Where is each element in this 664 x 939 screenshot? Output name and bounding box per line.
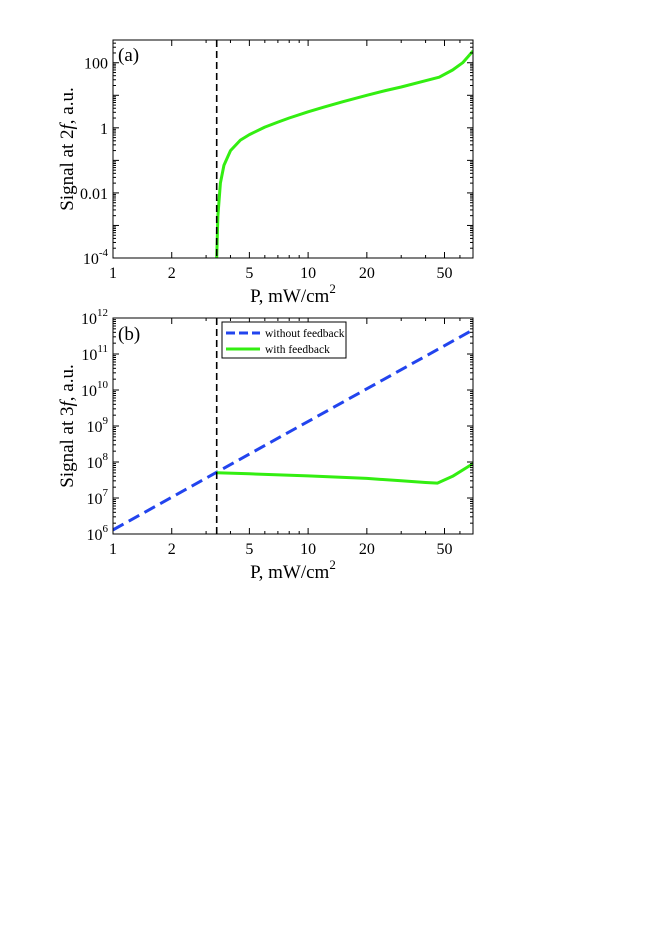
panel-a: 1 2 5 10 20 50 10-4 0.01 1 100 (a) P, mW/cm2 Signal … bbox=[57, 39, 474, 307]
y-axis-label: Signal at 2f, a.u. bbox=[57, 87, 78, 211]
legend-label: with feedback bbox=[265, 344, 330, 356]
y-tick-label: 106 bbox=[87, 523, 109, 544]
plot-area bbox=[215, 50, 473, 258]
y-tick-label: 10-4 bbox=[83, 247, 109, 268]
y-tick-label: 108 bbox=[87, 451, 109, 472]
legend-label: without feedback bbox=[265, 328, 345, 340]
plot-area bbox=[113, 328, 473, 532]
x-axis-label: P, mW/cm2 bbox=[250, 281, 336, 307]
axes-frame bbox=[112, 39, 474, 259]
y-tick-label: 1011 bbox=[81, 343, 108, 364]
series-0-line bbox=[215, 50, 473, 258]
x-tick-label: 10 bbox=[300, 265, 316, 282]
x-tick-label: 20 bbox=[359, 265, 375, 282]
y-axis-label: Signal at 3f, a.u. bbox=[57, 364, 78, 488]
panel-b: 1 2 5 10 20 50 106 107 108 109 1010 1011 1012 (b) P, m… bbox=[57, 307, 474, 583]
panel-label: (b) bbox=[118, 324, 140, 345]
x-tick-label: 1 bbox=[109, 265, 117, 282]
y-tick-label: 107 bbox=[87, 487, 109, 508]
y-tick-label: 1010 bbox=[81, 379, 109, 400]
legend-box bbox=[221, 321, 347, 359]
x-tick-label: 5 bbox=[245, 265, 253, 282]
x-axis-label: P, mW/cm2 bbox=[250, 557, 336, 583]
x-tick-label: 10 bbox=[300, 541, 316, 558]
x-tick-label: 1 bbox=[109, 541, 117, 558]
x-tick-label: 50 bbox=[436, 541, 452, 558]
x-tick-label: 50 bbox=[436, 265, 452, 282]
x-tick-label: 2 bbox=[168, 541, 176, 558]
legend: without feedback with feedback bbox=[221, 321, 347, 359]
y-tick-label: 109 bbox=[87, 415, 109, 436]
without-feedback-line bbox=[113, 328, 473, 532]
x-tick-label: 2 bbox=[168, 265, 176, 282]
x-tick-label: 20 bbox=[359, 541, 375, 558]
with-feedback-line bbox=[216, 462, 473, 485]
x-tick-label: 5 bbox=[245, 541, 253, 558]
y-tick-label: 1 bbox=[100, 121, 108, 138]
y-tick-label: 100 bbox=[84, 56, 108, 73]
y-tick-label: 1012 bbox=[81, 307, 108, 328]
panel-label: (a) bbox=[118, 45, 139, 66]
y-tick-label: 0.01 bbox=[80, 186, 108, 203]
